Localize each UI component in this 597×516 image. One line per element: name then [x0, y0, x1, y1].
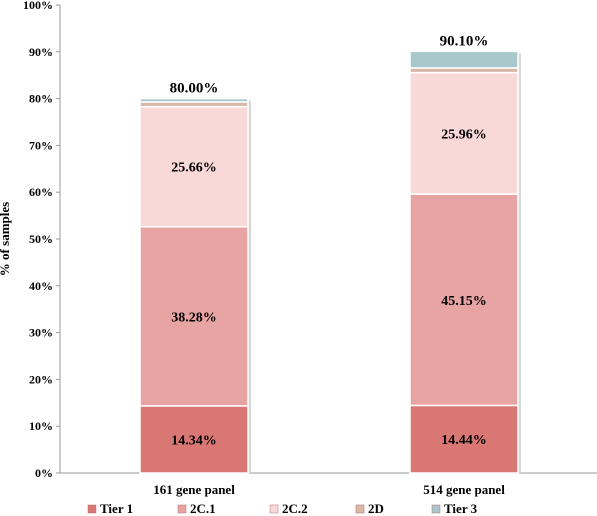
y-tick-label: 40% [29, 279, 53, 293]
segment-label: 38.28% [171, 310, 217, 325]
legend-label: 2C.1 [190, 501, 216, 516]
bar-total-label: 80.00% [170, 81, 219, 97]
legend-label: Tier 1 [100, 501, 133, 516]
bar-segment [139, 405, 249, 474]
bar-segment [139, 105, 249, 228]
legend-label: 2D [368, 501, 384, 516]
bar-total-label: 90.10% [440, 33, 489, 49]
axis-layer: 0% 10% 20% 30% 40% 50% 60% 70% 80% 90% 100% % of sa… [0, 0, 597, 480]
y-tick-label: 10% [29, 419, 53, 433]
bar-segment [409, 71, 519, 195]
legend-swatch [355, 504, 365, 514]
segment-label: 14.44% [441, 433, 487, 448]
y-tick-label: 30% [29, 326, 53, 340]
segment-label: 25.96% [441, 127, 487, 142]
y-tick-label: 20% [29, 372, 53, 386]
legend-swatch [269, 504, 279, 514]
bar-segment [139, 97, 249, 103]
legend-label: Tier 3 [444, 501, 478, 516]
y-tick-label: 0% [35, 466, 53, 480]
label-layer: 14.34% 38.28% 25.66% 80.00% 161 gene panel 14… [153, 33, 505, 497]
x-category-label: 514 gene panel [423, 482, 505, 497]
legend-label: 2C.2 [282, 501, 308, 516]
y-tick-label: 50% [29, 232, 53, 246]
segment-label: 45.15% [441, 294, 487, 309]
legend-swatch [431, 504, 441, 514]
y-axis-title: % of samples [0, 202, 12, 276]
legend-swatch [87, 504, 97, 514]
y-tick-label: 90% [29, 45, 53, 59]
legend: Tier 1 2C.1 2C.2 2D Tier 3 [87, 501, 478, 516]
y-tick-label: 80% [29, 92, 53, 106]
segment-label: 25.66% [171, 161, 217, 176]
bar-segment [409, 193, 519, 407]
y-tick-label: 70% [29, 138, 53, 152]
bar-segment [139, 225, 249, 407]
x-category-label: 161 gene panel [153, 482, 235, 497]
legend-swatch [177, 504, 187, 514]
bar-layer [139, 50, 521, 474]
bar-segment [409, 50, 519, 69]
y-tick-label: 100% [23, 0, 53, 12]
y-tick-label: 60% [29, 185, 53, 199]
segment-label: 14.34% [171, 433, 217, 448]
